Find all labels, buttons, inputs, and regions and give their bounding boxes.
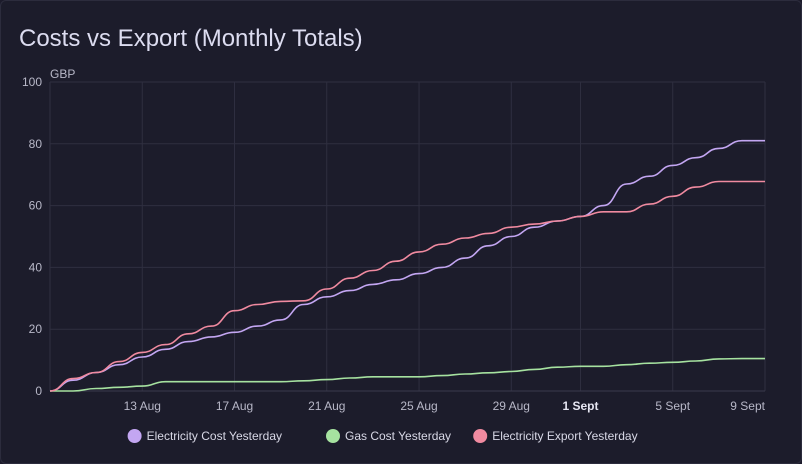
legend-item-electricity-export-yesterday[interactable]: Electricity Export Yesterday xyxy=(492,429,637,443)
y-tick-label: 80 xyxy=(29,137,43,151)
y-tick-label: 100 xyxy=(22,75,42,89)
series-line-electricity-export-yesterday xyxy=(49,180,765,392)
x-tick-label: 25 Aug xyxy=(400,399,437,413)
chart-title: Costs vs Export (Monthly Totals) xyxy=(19,25,363,52)
y-axis-label: GBP xyxy=(50,67,75,81)
x-tick-label: 1 Sept xyxy=(562,399,598,413)
x-tick-label: 21 Aug xyxy=(308,399,345,413)
legend-swatch-electricity-cost-yesterday[interactable] xyxy=(127,429,142,443)
legend-swatch-gas-cost-yesterday[interactable] xyxy=(326,429,340,443)
y-tick-label: 0 xyxy=(35,384,42,398)
x-tick-label: 5 Sept xyxy=(655,399,690,413)
legend-item-electricity-cost-yesterday[interactable]: Electricity Cost Yesterday xyxy=(147,429,282,443)
y-tick-label: 60 xyxy=(29,199,43,213)
x-tick-label: 29 Aug xyxy=(493,399,530,413)
legend-swatch-electricity-export-yesterday[interactable] xyxy=(473,429,488,443)
legend-item-gas-cost-yesterday[interactable]: Gas Cost Yesterday xyxy=(345,429,451,443)
y-tick-label: 40 xyxy=(29,260,43,274)
x-tick-label: 17 Aug xyxy=(216,399,253,413)
y-tick-label: 20 xyxy=(29,322,43,336)
x-tick-label: 13 Aug xyxy=(124,399,161,413)
x-tick-label: 9 Sept xyxy=(730,399,765,413)
series-line-gas-cost-yesterday xyxy=(50,357,765,392)
series-line-electricity-cost-yesterday xyxy=(49,139,765,392)
